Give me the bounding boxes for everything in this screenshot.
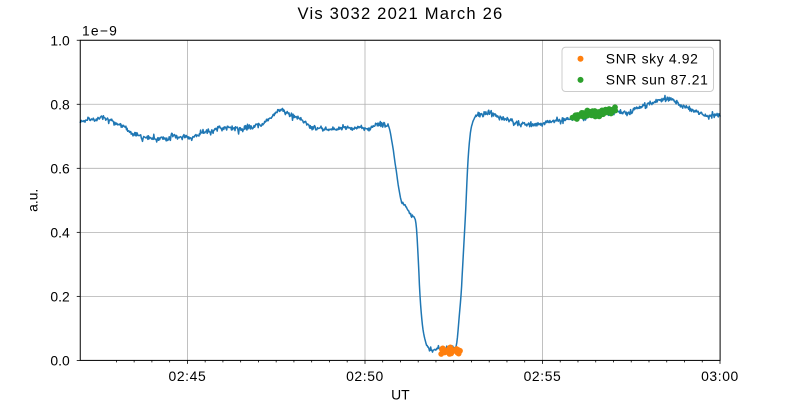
svg-text:02:55: 02:55: [524, 368, 562, 384]
svg-text:SNR sun 87.21: SNR sun 87.21: [606, 72, 709, 88]
svg-text:02:45: 02:45: [169, 368, 207, 384]
svg-text:SNR sky 4.92: SNR sky 4.92: [606, 50, 699, 66]
svg-text:1e−9: 1e−9: [82, 22, 118, 38]
svg-text:0.8: 0.8: [50, 96, 70, 112]
svg-text:03:00: 03:00: [701, 368, 739, 384]
svg-text:0.4: 0.4: [50, 224, 70, 240]
svg-text:Vis 3032 2021 March 26: Vis 3032 2021 March 26: [298, 4, 504, 23]
svg-text:1.0: 1.0: [50, 32, 70, 48]
svg-text:0.0: 0.0: [50, 352, 70, 368]
svg-text:0.6: 0.6: [50, 160, 70, 176]
svg-text:0.2: 0.2: [50, 288, 70, 304]
svg-text:02:50: 02:50: [346, 368, 384, 384]
svg-text:a.u.: a.u.: [25, 189, 41, 212]
svg-text:UT: UT: [391, 387, 410, 401]
